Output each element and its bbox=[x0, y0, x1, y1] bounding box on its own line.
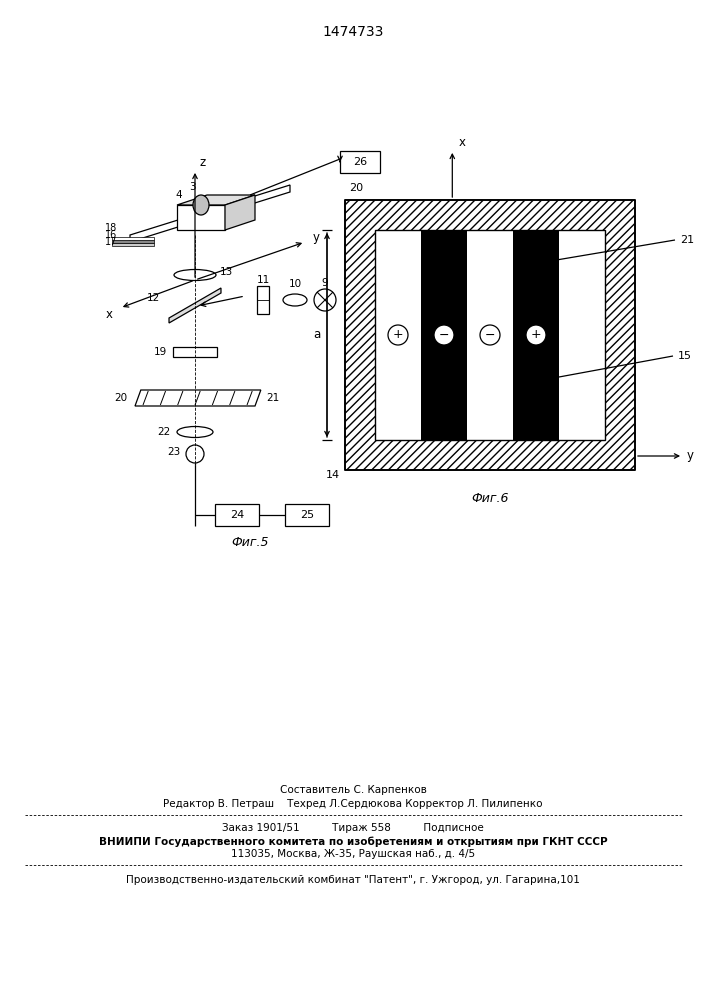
Bar bbox=[285, 504, 329, 526]
Text: −: − bbox=[485, 328, 495, 342]
Text: Редактор В. Петраш    Техред Л.Сердюкова Корректор Л. Пилипенко: Редактор В. Петраш Техред Л.Сердюкова Ко… bbox=[163, 799, 543, 809]
Bar bbox=[112, 239, 154, 243]
Text: 4: 4 bbox=[175, 190, 182, 200]
Bar bbox=[421, 230, 467, 440]
Text: y: y bbox=[686, 450, 694, 462]
Text: 24: 24 bbox=[230, 510, 244, 520]
Polygon shape bbox=[135, 390, 261, 406]
Text: Фиг.6: Фиг.6 bbox=[472, 491, 509, 504]
Text: Составитель С. Карпенков: Составитель С. Карпенков bbox=[279, 785, 426, 795]
Text: −: − bbox=[439, 328, 449, 342]
Polygon shape bbox=[225, 195, 255, 230]
Circle shape bbox=[480, 325, 500, 345]
Ellipse shape bbox=[283, 294, 307, 306]
Circle shape bbox=[434, 325, 454, 345]
Text: ВНИИПИ Государственного комитета по изобретениям и открытиям при ГКНТ СССР: ВНИИПИ Государственного комитета по изоб… bbox=[99, 837, 607, 847]
Text: 23: 23 bbox=[168, 447, 181, 457]
Text: 14: 14 bbox=[326, 470, 340, 480]
Text: 11: 11 bbox=[257, 275, 269, 285]
Polygon shape bbox=[177, 195, 255, 205]
Circle shape bbox=[526, 325, 546, 345]
Circle shape bbox=[388, 325, 408, 345]
Text: 26: 26 bbox=[353, 157, 367, 167]
Text: a: a bbox=[312, 328, 320, 342]
Text: +: + bbox=[392, 328, 403, 342]
Text: Фиг.5: Фиг.5 bbox=[231, 536, 269, 550]
Bar bbox=[112, 242, 154, 246]
Bar bbox=[345, 200, 635, 470]
Text: 21: 21 bbox=[680, 235, 694, 245]
Text: 21: 21 bbox=[266, 393, 279, 403]
Text: 16: 16 bbox=[105, 230, 117, 240]
Bar bbox=[513, 230, 559, 440]
Text: y: y bbox=[313, 232, 320, 244]
Polygon shape bbox=[177, 205, 225, 230]
Text: 17: 17 bbox=[105, 237, 117, 247]
Text: x: x bbox=[106, 308, 113, 320]
Text: z: z bbox=[200, 155, 206, 168]
Text: x: x bbox=[458, 136, 465, 149]
Text: Производственно-издательский комбинат "Патент", г. Ужгород, ул. Гагарина,101: Производственно-издательский комбинат "П… bbox=[126, 875, 580, 885]
Text: Заказ 1901/51          Тираж 558          Подписное: Заказ 1901/51 Тираж 558 Подписное bbox=[222, 823, 484, 833]
Text: 9: 9 bbox=[322, 278, 328, 288]
Text: 15: 15 bbox=[678, 351, 692, 361]
Circle shape bbox=[186, 445, 204, 463]
Ellipse shape bbox=[177, 426, 213, 438]
Bar bbox=[112, 236, 154, 240]
Polygon shape bbox=[173, 347, 217, 357]
Text: 113035, Москва, Ж-35, Раушская наб., д. 4/5: 113035, Москва, Ж-35, Раушская наб., д. … bbox=[231, 849, 475, 859]
Text: 22: 22 bbox=[158, 427, 171, 437]
Bar bbox=[215, 504, 259, 526]
Bar bbox=[340, 151, 380, 173]
Text: 20: 20 bbox=[349, 183, 363, 193]
Polygon shape bbox=[169, 288, 221, 323]
Polygon shape bbox=[257, 286, 269, 314]
Text: 19: 19 bbox=[153, 347, 167, 357]
Text: 3: 3 bbox=[189, 182, 196, 192]
Circle shape bbox=[314, 289, 336, 311]
Ellipse shape bbox=[193, 195, 209, 215]
Text: 13: 13 bbox=[220, 267, 233, 277]
Text: 12: 12 bbox=[147, 293, 160, 303]
Polygon shape bbox=[130, 185, 290, 242]
Ellipse shape bbox=[174, 269, 216, 280]
Text: +: + bbox=[531, 328, 542, 342]
Text: 20: 20 bbox=[114, 393, 127, 403]
Bar bbox=[375, 230, 605, 440]
Text: 10: 10 bbox=[288, 279, 302, 289]
Text: 18: 18 bbox=[105, 223, 117, 233]
Text: 25: 25 bbox=[300, 510, 314, 520]
Text: 1474733: 1474733 bbox=[322, 25, 384, 39]
